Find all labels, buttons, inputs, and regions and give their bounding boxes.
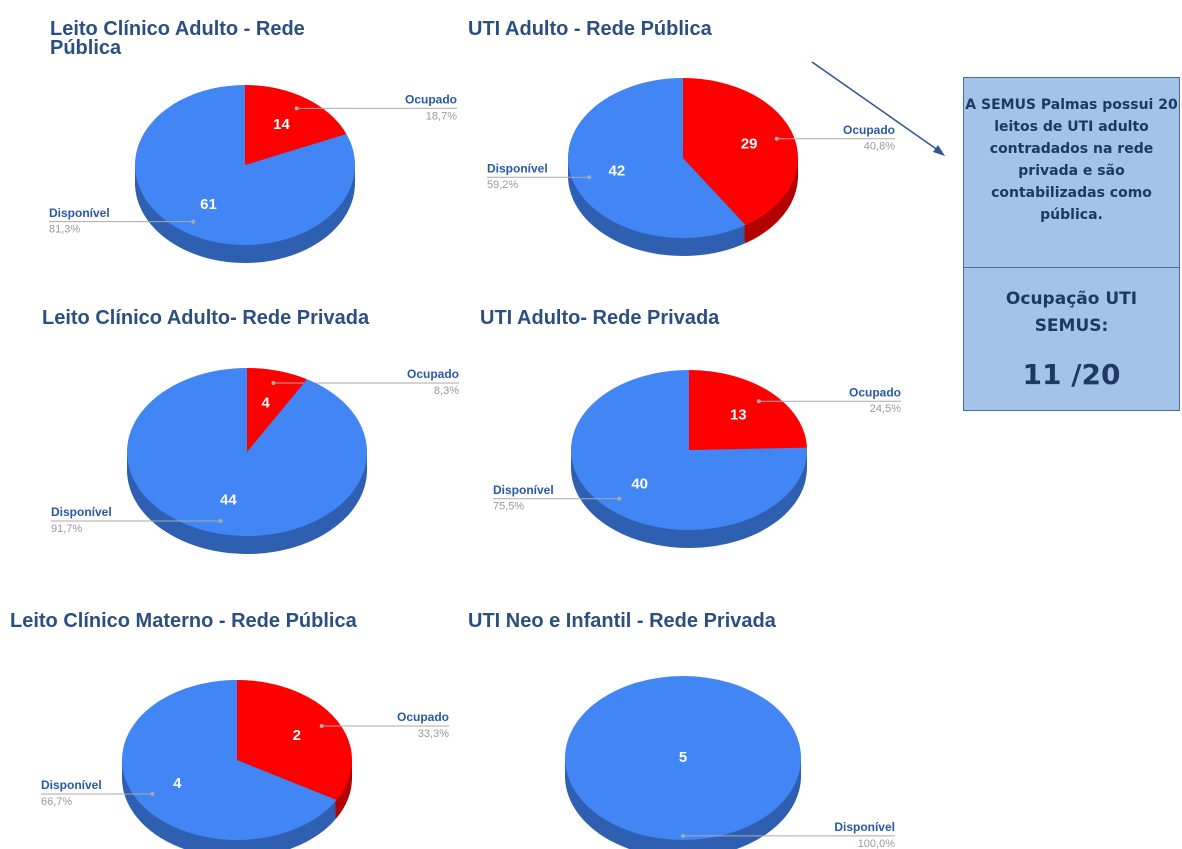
pie-slice [126,368,367,537]
legend-label: Ocupado [407,367,459,381]
legend-label: Disponível [49,206,110,220]
pie-slice [683,78,798,226]
legend-label: Ocupado [843,123,895,137]
leader-dot [774,136,779,141]
chart-title: Leito Clínico Materno - Rede Pública [10,610,357,632]
legend-label: Disponível [51,505,112,519]
data-label: 13 [730,407,747,424]
data-label: 14 [273,116,290,133]
pie-slice [134,85,355,245]
legend-label: Ocupado [397,710,449,724]
data-label: 5 [679,749,687,766]
percent-label: 24,5% [870,403,901,415]
leader-dot [319,724,324,728]
chart-title: Leito Clínico Adulto - Rede Pública [50,18,305,59]
arrow [811,61,943,154]
info-text: A SEMUS Palmas possui 20 leitos de UTI a… [964,78,1179,268]
pie-slice [237,680,352,800]
data-label: 42 [608,163,625,180]
percent-label: 75,5% [493,501,524,513]
arrow-head [933,145,945,156]
percent-label: 81,3% [49,224,80,236]
leader-dot [294,106,299,111]
percent-label: 40,8% [864,141,895,153]
leader-dot [218,518,223,523]
pie-slice [247,368,307,452]
leader-dot [756,399,761,404]
pie-slice [570,370,807,530]
data-label: 4 [261,394,270,411]
leader-dot [681,833,685,838]
percent-label: 8,3% [434,385,459,397]
info-heading: Ocupação UTI SEMUS: [1005,289,1138,336]
data-label: 61 [200,196,217,213]
data-label: 2 [293,727,301,744]
percent-label: 18,7% [426,110,457,122]
leader-dot [617,496,622,501]
chart-title: UTI Neo e Infantil - Rede Privada [468,610,776,632]
leader-dot [150,792,155,796]
legend-label: Ocupado [849,385,901,399]
leader-dot [191,219,196,224]
legend-label: Disponível [41,778,102,792]
percent-label: 91,7% [51,523,82,535]
data-label: 40 [631,475,648,492]
info-value: 11 /20 [1022,358,1121,391]
info-box: A SEMUS Palmas possui 20 leitos de UTI a… [963,77,1180,411]
chart-title: Leito Clínico Adulto- Rede Privada [42,307,370,329]
percent-label: 33,3% [418,728,449,740]
leader-dot [271,381,276,386]
percent-label: 59,2% [487,179,518,191]
legend-label: Ocupado [405,93,457,107]
pie-slice [565,676,801,840]
leader-dot [587,175,592,180]
chart-title: UTI Adulto- Rede Privada [480,307,720,329]
data-label: 4 [173,775,182,792]
legend-label: Disponível [487,161,548,175]
data-label: 44 [220,492,237,509]
percent-label: 100,0% [858,838,896,849]
legend-label: Disponível [493,483,554,497]
percent-label: 66,7% [41,796,72,808]
pie-slice [245,85,347,165]
pie-slice [689,370,807,450]
pie-slice [568,78,746,238]
legend-label: Disponível [834,820,895,834]
chart-title: UTI Adulto - Rede Pública [468,18,712,40]
pie-slice [121,680,337,840]
data-label: 29 [741,135,758,152]
